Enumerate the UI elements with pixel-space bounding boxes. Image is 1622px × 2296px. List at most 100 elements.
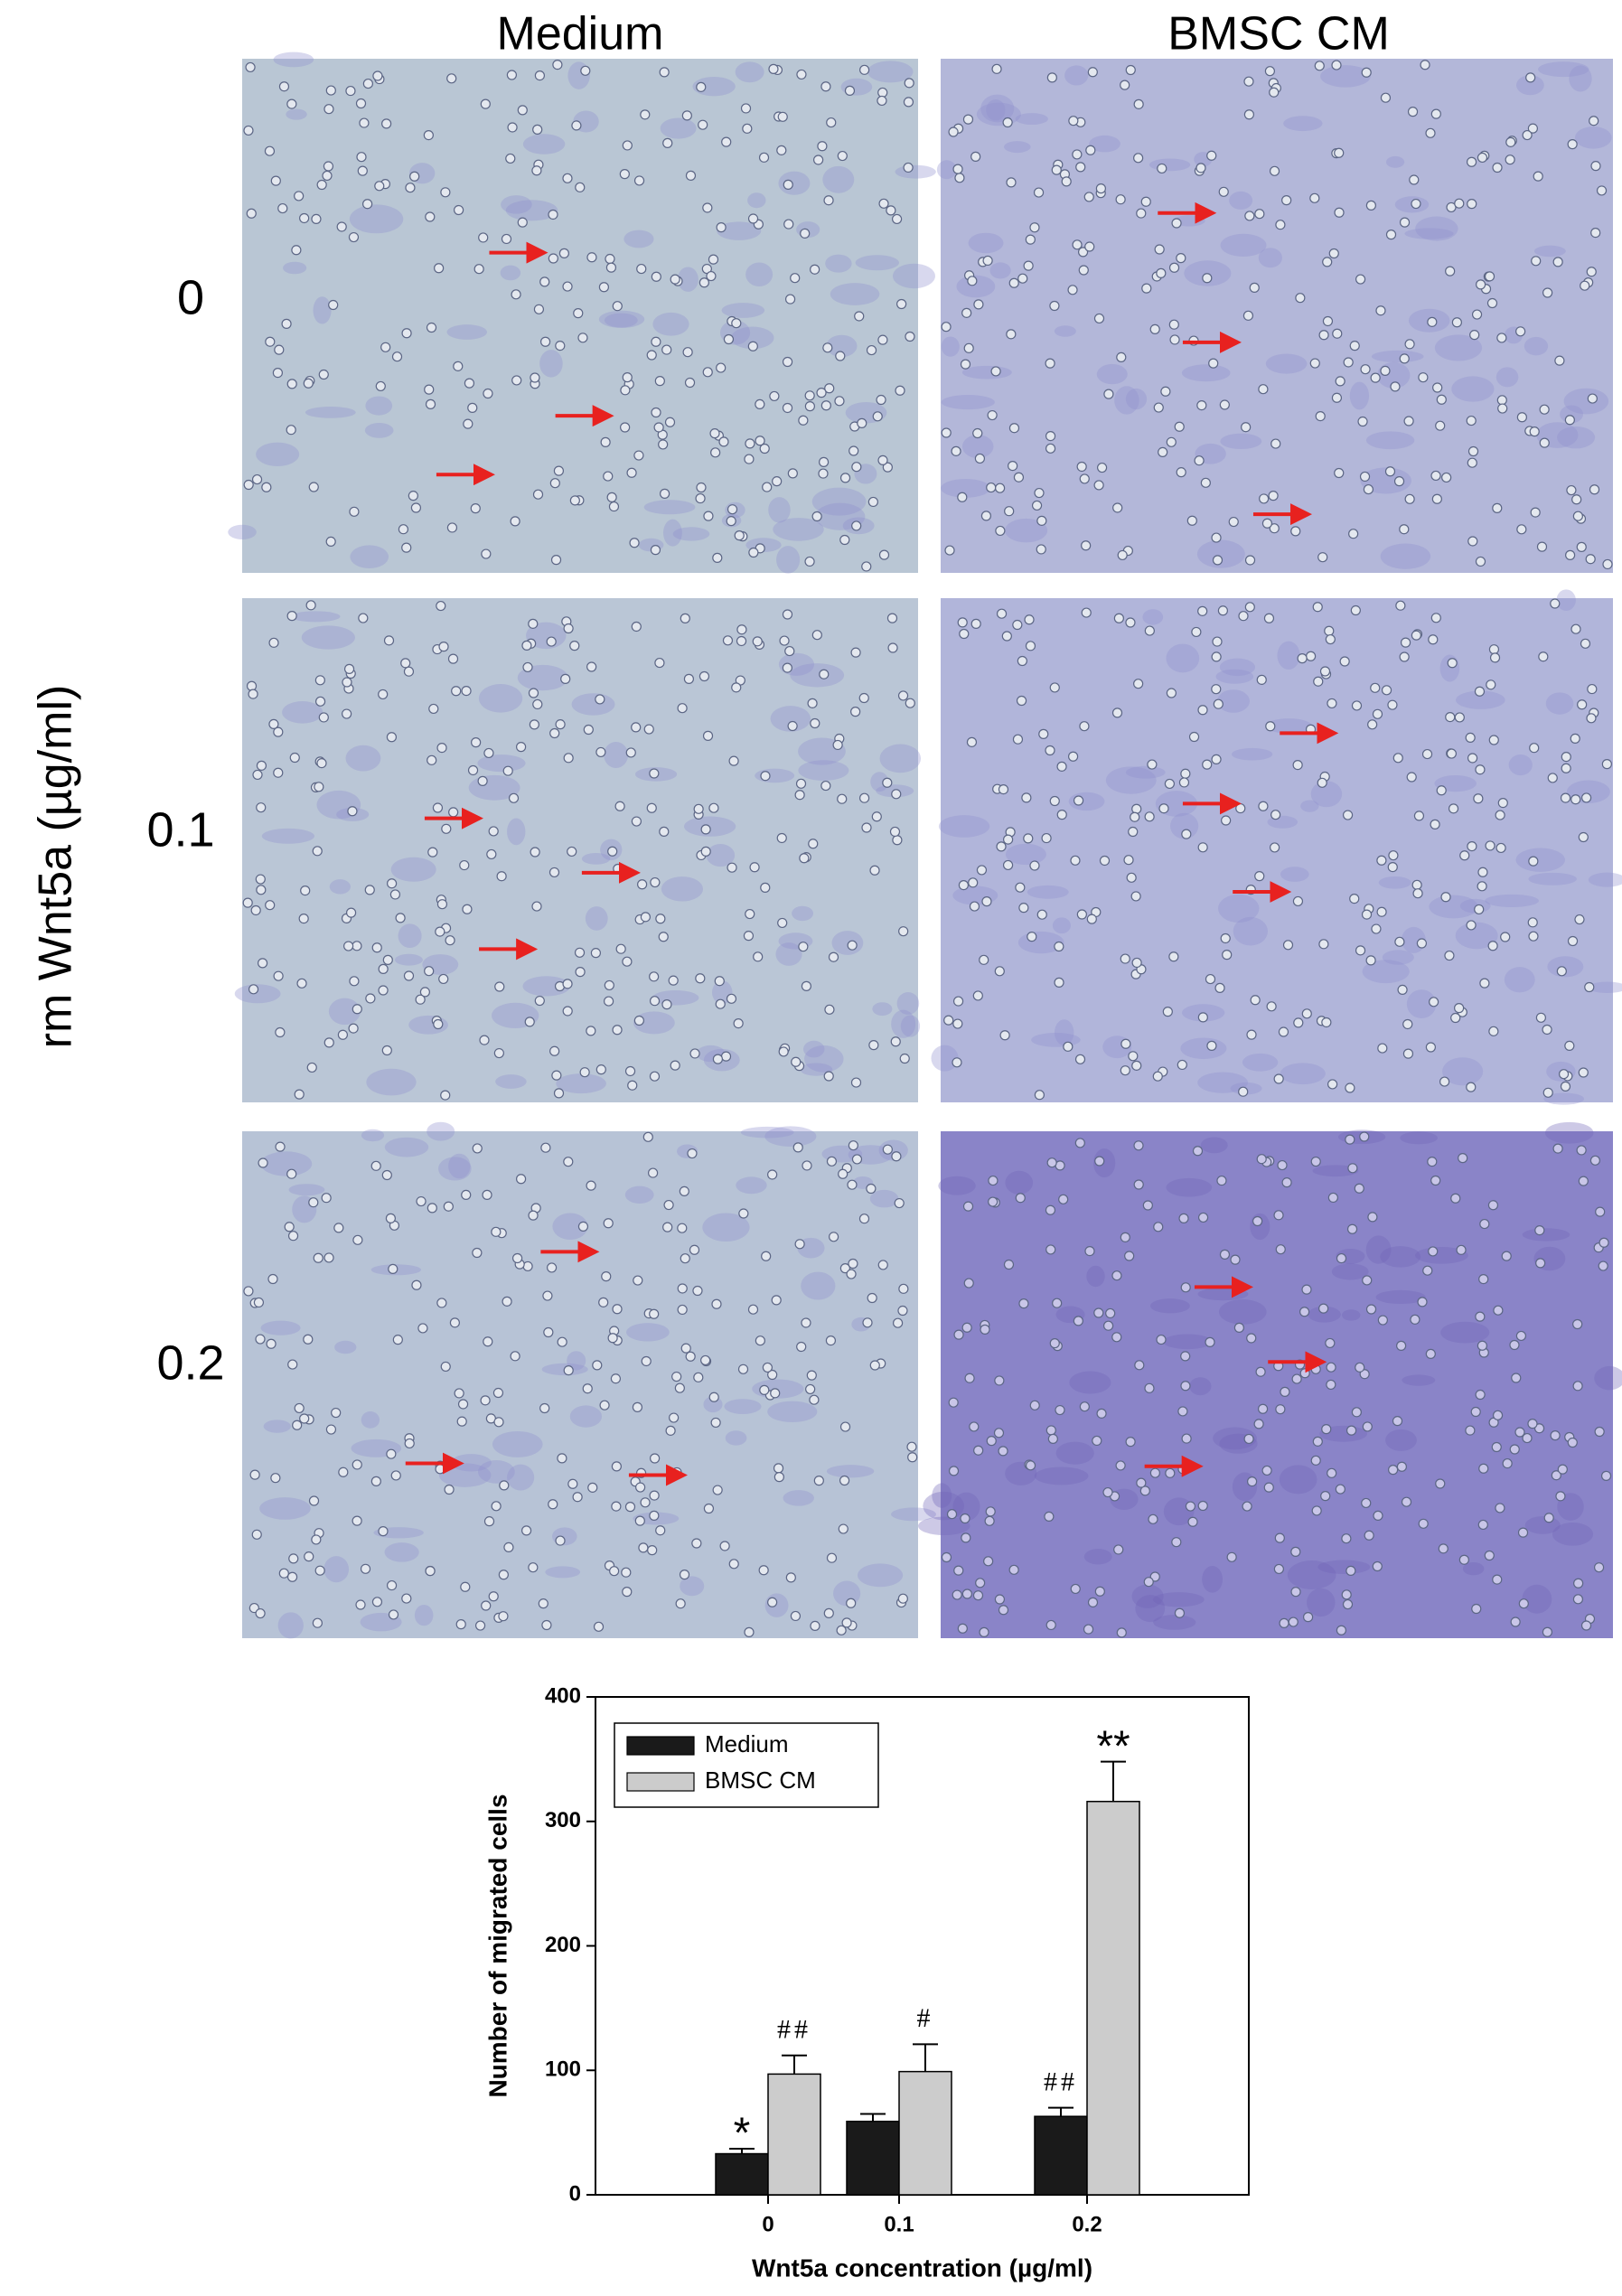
pore — [1275, 1404, 1286, 1415]
pore — [1290, 1546, 1301, 1557]
pore — [740, 103, 752, 114]
pore — [1273, 1210, 1284, 1221]
pore — [1191, 626, 1202, 638]
pore — [1230, 1254, 1241, 1265]
x-tick-label: 0.1 — [884, 2212, 914, 2236]
pore — [681, 110, 692, 121]
cell-stain — [1362, 960, 1410, 984]
pore — [1573, 1578, 1584, 1588]
cell-stain — [745, 262, 773, 287]
pore — [838, 1168, 849, 1179]
pore — [601, 1271, 612, 1282]
pore — [680, 1253, 690, 1264]
cell-stain — [1380, 543, 1431, 569]
pore — [1158, 803, 1169, 814]
pore — [289, 752, 300, 764]
pore — [710, 1417, 721, 1429]
cell-stain — [624, 1185, 654, 1204]
pore — [1466, 920, 1477, 931]
pore — [1213, 698, 1224, 709]
pore — [342, 708, 352, 719]
pore — [1377, 1315, 1388, 1326]
pore — [517, 105, 528, 116]
pore — [258, 1157, 268, 1168]
pore — [828, 951, 839, 962]
cell-stain — [390, 857, 436, 882]
pore — [391, 351, 403, 362]
pore — [268, 718, 279, 730]
pore — [702, 202, 713, 213]
pore — [1077, 247, 1089, 258]
pore — [460, 1581, 471, 1592]
pore — [905, 331, 915, 342]
pore — [1471, 1603, 1482, 1615]
cell-stain — [522, 976, 571, 997]
pore — [1467, 536, 1478, 547]
pore — [403, 666, 415, 677]
pore — [604, 979, 614, 991]
pore — [1115, 194, 1126, 205]
pore — [454, 1388, 464, 1399]
pore — [689, 1244, 700, 1255]
pore — [1044, 1511, 1055, 1523]
pore — [1312, 602, 1323, 613]
pore — [1586, 267, 1597, 277]
pore — [712, 1054, 724, 1064]
pore — [1180, 1351, 1191, 1362]
pore — [272, 367, 283, 379]
pore — [1013, 472, 1025, 483]
pore — [758, 1565, 769, 1576]
pore — [563, 753, 574, 764]
pore — [562, 281, 573, 292]
pore — [721, 136, 732, 147]
cell-stain — [1229, 191, 1253, 210]
pore — [348, 231, 360, 243]
pore — [993, 1428, 1005, 1439]
pore — [680, 613, 690, 623]
pore — [962, 1201, 974, 1212]
pore — [798, 942, 809, 952]
pore — [336, 221, 347, 232]
pore — [323, 104, 334, 115]
cell-stain — [361, 1411, 380, 1429]
cell-stain — [448, 1153, 471, 1179]
pore — [338, 1467, 349, 1477]
pore — [1166, 436, 1177, 447]
pore — [1068, 116, 1079, 127]
pore — [650, 545, 661, 556]
pore — [250, 904, 261, 916]
pore — [649, 1490, 660, 1501]
pore — [1178, 777, 1190, 788]
pore — [898, 926, 909, 937]
cell-stain — [522, 134, 566, 155]
pore — [861, 822, 872, 833]
pore — [507, 122, 518, 133]
pore — [256, 802, 267, 813]
pore — [1140, 196, 1151, 207]
pore — [626, 467, 637, 478]
pore — [658, 439, 669, 450]
pore — [1317, 552, 1328, 563]
cell-stain — [1197, 1072, 1248, 1093]
pore — [492, 1387, 504, 1399]
pore — [810, 717, 820, 729]
pore — [753, 951, 764, 962]
pore — [1599, 1237, 1609, 1248]
pore — [1015, 882, 1026, 893]
pore — [1301, 1284, 1312, 1295]
pore — [620, 385, 631, 396]
pore — [1318, 939, 1329, 950]
pore — [1355, 1362, 1365, 1373]
pore — [743, 931, 755, 942]
pore — [703, 1503, 715, 1514]
pore — [872, 411, 883, 422]
pore — [455, 1619, 466, 1630]
y-tick-label: 200 — [545, 1933, 581, 1957]
pore — [808, 839, 819, 849]
pore — [1061, 176, 1072, 187]
cell-stain — [1569, 65, 1592, 92]
pore — [1560, 1081, 1571, 1092]
pore — [871, 811, 882, 822]
pore — [651, 336, 661, 347]
pore — [511, 375, 522, 386]
